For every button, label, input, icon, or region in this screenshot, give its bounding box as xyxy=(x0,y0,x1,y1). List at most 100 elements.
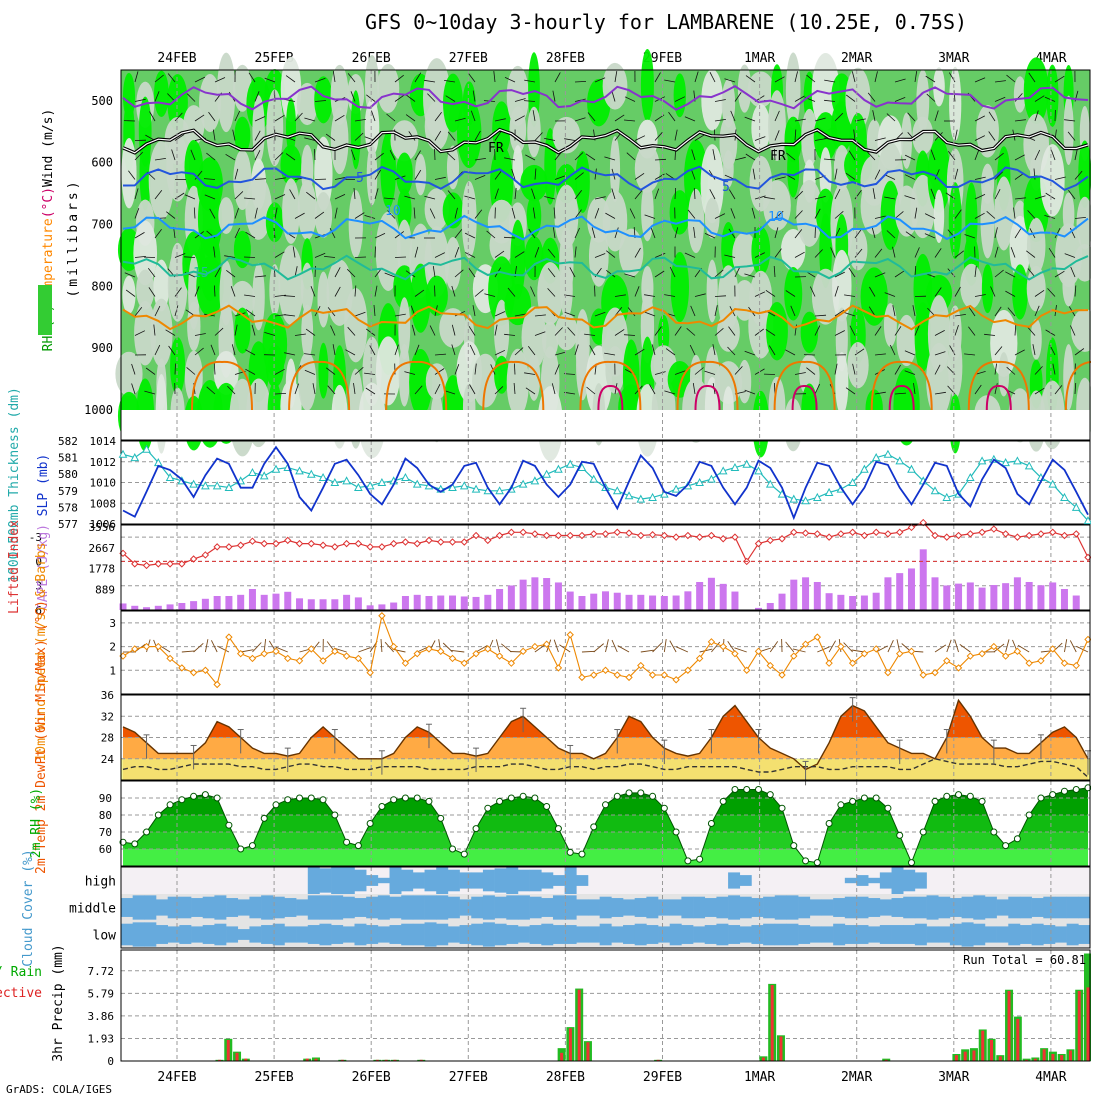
wind-barb xyxy=(934,169,940,180)
wind-barb-10m xyxy=(451,649,465,653)
wind-speed-marker xyxy=(1072,661,1080,670)
cape-bar xyxy=(872,592,880,610)
cape-bar xyxy=(613,592,621,610)
rh-band xyxy=(123,849,1088,866)
wind-barb xyxy=(693,187,696,200)
cloud-cell xyxy=(658,899,671,916)
y-tick-label: 600 xyxy=(91,156,113,170)
wind-barb xyxy=(305,328,316,336)
cloud-cell xyxy=(342,896,355,919)
cloud-cell xyxy=(751,925,764,944)
thickness-marker xyxy=(142,444,151,453)
wind-barb xyxy=(1045,192,1056,200)
wind-barb xyxy=(894,364,901,375)
rh-blob xyxy=(704,197,720,239)
rh-marker xyxy=(837,801,845,809)
date-label-bottom: 27FEB xyxy=(449,1070,488,1085)
thickness-marker xyxy=(495,486,504,495)
lifted-index-marker xyxy=(366,543,374,551)
wind-barb xyxy=(574,172,584,180)
cloud-cell xyxy=(447,869,460,892)
cloud-cell xyxy=(576,926,589,943)
precip-convective-bar xyxy=(235,1052,239,1061)
wind-barb xyxy=(691,149,696,161)
wind-barb xyxy=(905,231,916,239)
wind-speed-marker xyxy=(1025,659,1033,667)
cloud-cell xyxy=(809,899,822,916)
wind-speed-marker xyxy=(437,647,445,656)
precip-convective-bar xyxy=(586,1042,590,1061)
wind-barb xyxy=(547,248,556,258)
lifted-index-marker xyxy=(1001,530,1010,538)
wind-barb xyxy=(149,111,156,122)
wind-barb xyxy=(1014,154,1025,161)
rh-blob xyxy=(133,220,158,286)
wind-barb xyxy=(694,367,704,375)
wind-barb xyxy=(894,392,907,395)
lifted-index-marker xyxy=(872,528,880,536)
lifted-index-marker xyxy=(284,536,292,545)
wind-barb xyxy=(629,208,636,219)
isotherm-loop xyxy=(870,360,933,411)
wind-barb xyxy=(190,149,196,161)
wind-speed-marker xyxy=(166,654,174,663)
wind-barb xyxy=(245,368,256,375)
rh-blob xyxy=(780,228,806,271)
wind-barb xyxy=(892,246,896,258)
wind-barb-10m xyxy=(959,644,971,653)
rh-blob xyxy=(366,144,378,206)
cloud-cell xyxy=(599,896,612,919)
rh-marker xyxy=(754,786,762,793)
wind-barb xyxy=(730,110,736,122)
cloud-cell xyxy=(517,926,530,943)
rh-marker xyxy=(719,797,727,805)
wind-barb xyxy=(654,270,665,278)
wind-barb xyxy=(154,190,163,200)
thickness-marker xyxy=(259,471,269,480)
thickness-marker xyxy=(789,494,799,503)
wind-barb xyxy=(131,383,136,395)
cape-bar xyxy=(660,595,668,610)
wind-speed-marker xyxy=(189,668,198,677)
rh-blob xyxy=(641,182,654,242)
cloud-cell xyxy=(401,895,414,920)
wind-barb xyxy=(774,227,779,239)
wind-barb xyxy=(414,385,423,395)
panel-10m-wind xyxy=(120,610,1091,695)
wind-barb xyxy=(486,230,496,239)
lifted-index-marker xyxy=(578,531,586,540)
wind-barb xyxy=(404,195,416,200)
rh-blob xyxy=(444,237,462,291)
rh-blob xyxy=(184,350,203,404)
wind-barb xyxy=(171,149,176,161)
date-label-bottom: 28FEB xyxy=(546,1070,585,1085)
wind-barb xyxy=(1047,288,1056,297)
wind-barb xyxy=(210,344,216,356)
rh-blob xyxy=(153,259,170,312)
wind-barb xyxy=(551,383,556,395)
lifted-index-marker xyxy=(331,543,339,551)
wind-barb xyxy=(134,307,143,317)
isotherm xyxy=(122,304,1089,331)
rh-blob xyxy=(461,181,477,259)
cloud-cell xyxy=(576,875,589,886)
y-tick-label: 24 xyxy=(101,753,115,766)
wind-barb xyxy=(527,346,536,356)
wind-barb-10m xyxy=(442,642,453,653)
rh-marker xyxy=(425,797,433,805)
wind-barb xyxy=(429,325,436,336)
cloud-cell xyxy=(459,899,472,916)
wind-barb xyxy=(274,207,278,219)
wind-barb xyxy=(604,352,616,356)
wind-barb xyxy=(414,150,421,161)
cloud-cell xyxy=(331,925,344,944)
lifted-index-marker xyxy=(754,539,763,548)
wind-barb xyxy=(1028,72,1036,83)
wind-barb xyxy=(574,246,577,258)
thickness-marker xyxy=(754,466,763,475)
wind-barb xyxy=(364,372,376,375)
rh-blob xyxy=(115,351,143,397)
axis-label: (millibars) xyxy=(66,178,81,297)
wind-barb xyxy=(234,110,241,122)
cloud-cell xyxy=(786,895,799,920)
